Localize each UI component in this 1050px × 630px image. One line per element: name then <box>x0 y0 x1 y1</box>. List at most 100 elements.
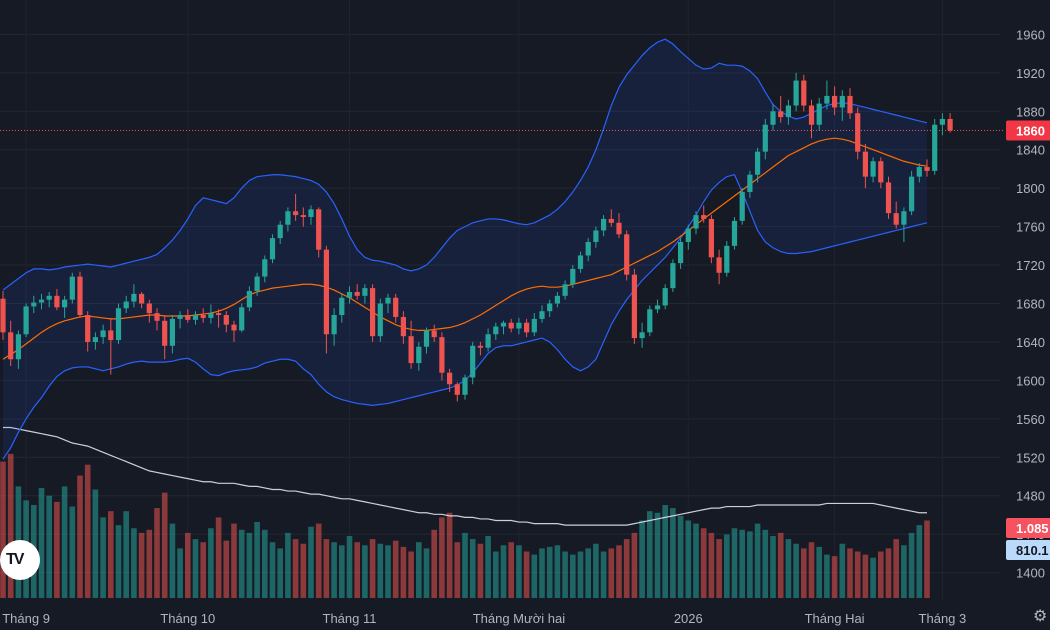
candle-body <box>755 151 761 175</box>
tradingview-logo[interactable]: TV <box>0 540 40 580</box>
volume-bar <box>731 528 738 598</box>
volume-bar <box>631 532 638 598</box>
candle-body <box>154 313 160 321</box>
volume-bar <box>770 536 776 598</box>
logo-text: TV <box>6 551 25 568</box>
volume-bar <box>685 520 692 598</box>
volume-bar <box>100 517 106 598</box>
candle-body <box>277 224 283 239</box>
candle-body <box>69 276 75 300</box>
candle-body <box>824 95 830 104</box>
gear-icon[interactable]: ⚙ <box>1033 606 1048 625</box>
candle-body <box>939 118 945 125</box>
volume-bar <box>885 548 892 598</box>
candle-body <box>108 330 114 341</box>
volume-bar <box>546 546 553 598</box>
candle-body <box>808 105 815 125</box>
volume-bar <box>539 548 545 598</box>
band-fill <box>3 39 927 460</box>
volume-bar <box>377 543 384 598</box>
volume-bar <box>131 528 137 598</box>
candle-body <box>770 111 776 125</box>
candle-body <box>901 211 907 225</box>
volume-bar <box>346 536 353 598</box>
volume-ma-tag-bg <box>1006 540 1050 560</box>
candle-body <box>485 334 491 348</box>
candle-body <box>54 295 60 308</box>
candle-body <box>778 111 784 118</box>
volume-bar <box>300 543 307 598</box>
volume-bar <box>585 548 591 598</box>
y-tick-label: 1720 <box>1016 258 1045 273</box>
volume-bar <box>831 556 838 598</box>
candle-body <box>577 255 584 269</box>
candle-body <box>131 293 137 302</box>
candle-body <box>293 211 299 216</box>
volume-bar <box>878 551 884 598</box>
candle-body <box>585 241 591 256</box>
candle-body <box>516 322 522 329</box>
x-tick-label: Tháng 3 <box>919 611 967 626</box>
candle-body <box>785 105 791 118</box>
candle-body <box>932 124 938 171</box>
volume-bar <box>600 551 607 598</box>
candle-body <box>185 315 191 320</box>
candle-body <box>847 95 853 114</box>
candle-body <box>624 234 630 275</box>
candle-body <box>462 377 468 395</box>
candle-body <box>200 315 206 318</box>
volume-bar <box>84 464 91 598</box>
candle-body <box>447 372 453 385</box>
candle-body <box>793 80 799 106</box>
x-tick-label: Tháng 10 <box>160 611 215 626</box>
volume-bar <box>223 540 230 598</box>
candle-body <box>23 306 29 335</box>
volume-bar <box>839 543 846 598</box>
volume-bar <box>739 529 745 598</box>
volume-bar <box>639 520 645 598</box>
volume-bar <box>192 539 199 598</box>
candle-body <box>870 161 876 177</box>
volume-bar <box>754 523 761 598</box>
candle-body <box>801 80 807 106</box>
y-tick-label: 1920 <box>1016 66 1045 81</box>
candle-body <box>370 288 376 337</box>
candle-body <box>285 211 291 225</box>
volume-bar <box>177 548 183 598</box>
candle-body <box>85 315 91 342</box>
volume-bar <box>824 554 830 598</box>
candle-body <box>323 249 329 335</box>
candle-body <box>31 302 37 307</box>
volume-bar <box>38 487 45 598</box>
y-tick-label: 1400 <box>1016 566 1045 581</box>
volume-bar <box>647 511 653 598</box>
candle-body <box>331 315 337 335</box>
volume-bar <box>454 542 461 598</box>
candle-body <box>408 336 414 364</box>
candle-body <box>554 295 560 304</box>
candle-body <box>254 276 260 292</box>
candle-body <box>909 176 915 212</box>
volume-bar <box>616 545 622 598</box>
volume-bar <box>862 554 869 598</box>
candle-body <box>162 320 168 346</box>
volume-bar <box>123 511 129 598</box>
candle-body <box>192 315 199 320</box>
volume-bar <box>724 534 730 598</box>
volume-bar <box>570 554 576 598</box>
candle-body <box>724 245 730 273</box>
volume-bar <box>446 512 453 598</box>
candle-body <box>431 330 437 338</box>
candle-body <box>454 384 460 395</box>
candle-body <box>639 332 645 339</box>
y-tick-label: 1600 <box>1016 373 1045 388</box>
candle-body <box>246 291 252 308</box>
candle-body <box>601 218 607 231</box>
volume-bar <box>508 542 514 598</box>
volume-bar <box>716 539 722 598</box>
volume-bar <box>901 545 907 598</box>
volume-bar <box>185 532 191 598</box>
axes: 1960 1920 1880 1840 1800 1760 1720 1680 1640 1600… <box>2 27 1045 626</box>
volume-bar <box>816 546 822 598</box>
